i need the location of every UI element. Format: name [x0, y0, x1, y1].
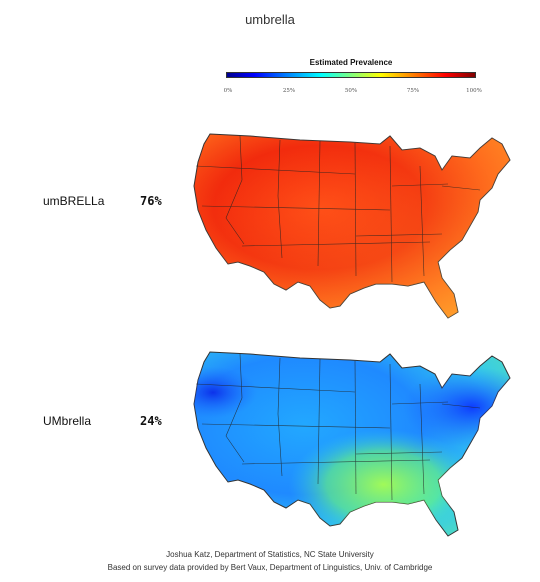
- variant-label-2: UMbrella: [43, 414, 92, 428]
- legend-tick-0: 0%: [223, 88, 233, 94]
- state-borders-2: [195, 353, 481, 501]
- state-borders-1: [195, 135, 481, 283]
- credit-author: Joshua Katz, Department of Statistics, N…: [166, 550, 374, 559]
- variant-label-1: umBRELLa: [43, 194, 105, 208]
- legend-title: Estimated Prevalence: [309, 58, 393, 67]
- variant-percent-2: 24%: [140, 414, 162, 428]
- legend-tick-100: 100%: [466, 88, 482, 94]
- us-map-2: [193, 351, 511, 537]
- us-map-1: [193, 133, 511, 319]
- legend-tick-75: 75%: [406, 88, 420, 94]
- legend-color-bar: [226, 72, 476, 78]
- legend-tick-50: 50%: [344, 88, 358, 94]
- legend-tick-25: 25%: [282, 88, 296, 94]
- credit-source: Based on survey data provided by Bert Va…: [107, 563, 433, 572]
- variant-percent-1: 76%: [140, 194, 162, 208]
- map-title: umbrella: [245, 12, 295, 27]
